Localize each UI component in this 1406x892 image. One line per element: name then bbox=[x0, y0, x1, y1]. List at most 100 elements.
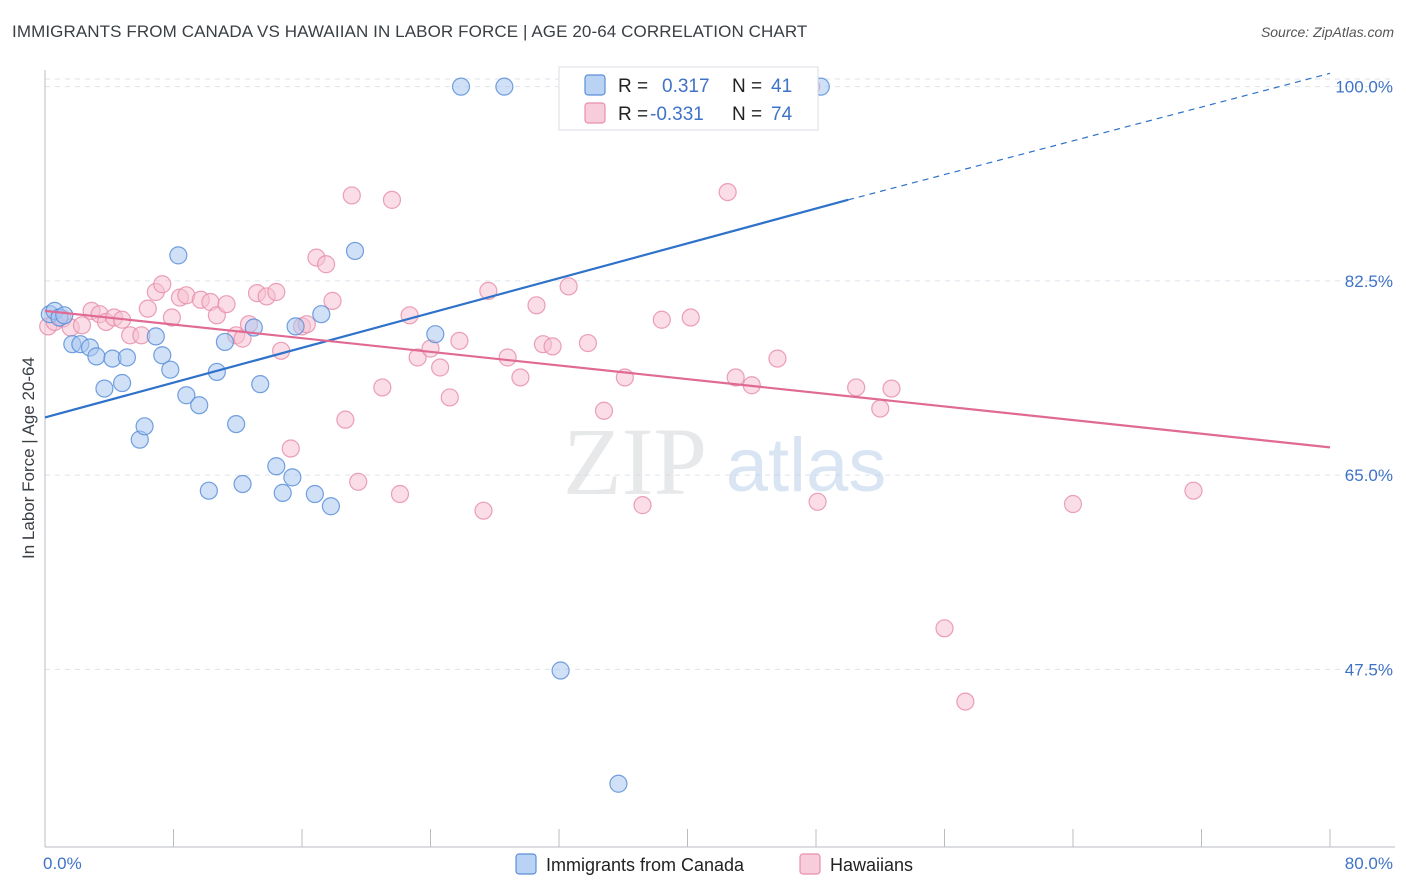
hawaiians-point-21 bbox=[217, 295, 236, 314]
canada-point-30 bbox=[286, 317, 305, 336]
hawaiians-point-15 bbox=[162, 308, 181, 327]
canada-point-37 bbox=[495, 77, 514, 96]
hawaiians-point-49 bbox=[498, 348, 517, 367]
stats-legend: R = 0.317 N = 41 R = -0.331 N = 74 bbox=[558, 66, 819, 131]
grid-lines bbox=[45, 78, 1395, 670]
hawaiians-point-42 bbox=[408, 348, 427, 367]
hawaiians-point-44 bbox=[431, 358, 450, 377]
hawaiians-point-50 bbox=[511, 368, 530, 387]
y-tick-label-0: 47.5% bbox=[1345, 660, 1393, 679]
canada-point-19 bbox=[190, 396, 209, 415]
y-tick-label-3: 100.0% bbox=[1335, 78, 1393, 97]
hawaiians-point-40 bbox=[390, 484, 410, 504]
canada-point-8 bbox=[95, 379, 114, 398]
canada-point-10 bbox=[112, 373, 132, 393]
hawaiians-point-47 bbox=[474, 501, 493, 520]
canada-point-14 bbox=[146, 327, 165, 346]
canada-point-3 bbox=[55, 306, 74, 325]
canada-point-28 bbox=[273, 483, 292, 503]
y-tick-label-2: 82.5% bbox=[1345, 272, 1393, 291]
hawaiians-point-33 bbox=[316, 255, 336, 274]
stats-swatch-hawaiians bbox=[584, 102, 606, 124]
axes bbox=[44, 70, 1395, 848]
hawaiians-point-72 bbox=[1063, 494, 1083, 514]
stats-r-label-hawaiians: R = bbox=[618, 104, 648, 125]
hawaiians-point-62 bbox=[726, 368, 745, 387]
canada-trend-extension bbox=[847, 72, 1331, 201]
canada-point-7 bbox=[87, 347, 106, 366]
hawaiians-point-69 bbox=[882, 379, 901, 398]
canada-point-35 bbox=[426, 325, 445, 344]
canada-point-22 bbox=[215, 332, 234, 352]
hawaiians-point-51 bbox=[527, 296, 546, 315]
hawaiians-point-36 bbox=[342, 186, 361, 205]
stats-n-label-hawaiians: N = bbox=[732, 104, 762, 125]
chart-title: IMMIGRANTS FROM CANADA VS HAWAIIAN IN LA… bbox=[12, 22, 808, 41]
stats-n-value-hawaiians: 74 bbox=[771, 104, 793, 125]
trend-lines bbox=[44, 72, 1331, 449]
hawaiians-trend-line bbox=[44, 309, 1331, 449]
canada-point-33 bbox=[321, 497, 341, 516]
canada-point-29 bbox=[283, 468, 302, 487]
source-label: Source: ZipAtlas.com bbox=[1260, 24, 1394, 40]
stats-r-value-hawaiians: -0.331 bbox=[650, 104, 704, 125]
legend-swatch-canada bbox=[515, 853, 537, 875]
watermark-atlas: atlas bbox=[726, 423, 887, 508]
hawaiians-point-34 bbox=[323, 291, 342, 310]
hawaiians-points bbox=[39, 77, 1203, 711]
canada-point-31 bbox=[305, 484, 324, 504]
hawaiians-point-12 bbox=[138, 299, 157, 318]
hawaiians-point-45 bbox=[440, 388, 459, 407]
hawaiians-point-55 bbox=[578, 333, 598, 353]
hawaiians-point-67 bbox=[847, 378, 866, 397]
hawaiians-point-54 bbox=[559, 277, 578, 296]
canada-point-11 bbox=[117, 348, 137, 367]
watermark: ZIP atlas bbox=[563, 408, 886, 515]
hawaiians-point-66 bbox=[808, 492, 827, 511]
hawaiians-point-46 bbox=[450, 331, 469, 350]
legend-label-hawaiians: Hawaiians bbox=[830, 855, 913, 875]
canada-point-24 bbox=[233, 474, 252, 494]
x-tick-label-1: 80.0% bbox=[1345, 854, 1393, 873]
hawaiians-point-14 bbox=[153, 275, 172, 294]
canada-point-39 bbox=[609, 774, 628, 793]
hawaiians-point-71 bbox=[956, 692, 975, 711]
canada-point-18 bbox=[177, 386, 196, 405]
hawaiians-point-59 bbox=[652, 310, 671, 329]
canada-point-20 bbox=[199, 481, 218, 500]
canada-point-16 bbox=[161, 360, 180, 379]
canada-point-34 bbox=[345, 241, 365, 261]
stats-n-label-canada: N = bbox=[732, 76, 762, 97]
canada-point-15 bbox=[153, 346, 172, 365]
stats-r-label-canada: R = bbox=[618, 76, 648, 97]
hawaiians-point-56 bbox=[594, 401, 614, 420]
hawaiians-point-68 bbox=[871, 399, 890, 418]
y-tick-label-1: 65.0% bbox=[1345, 466, 1393, 485]
stats-swatch-canada bbox=[584, 74, 606, 96]
canada-point-36 bbox=[451, 77, 471, 96]
canada-point-32 bbox=[312, 305, 331, 324]
canada-points bbox=[40, 77, 830, 793]
canada-point-38 bbox=[551, 661, 570, 680]
y-axis-label: In Labor Force | Age 20-64 bbox=[19, 357, 38, 559]
hawaiians-point-37 bbox=[349, 472, 368, 491]
hawaiians-point-35 bbox=[336, 410, 355, 429]
hawaiians-point-60 bbox=[681, 308, 700, 327]
canada-trend-line bbox=[44, 198, 849, 419]
hawaiians-point-73 bbox=[1184, 481, 1203, 500]
legend-label-canada: Immigrants from Canada bbox=[546, 855, 745, 875]
stats-r-value-canada: 0.317 bbox=[662, 76, 710, 97]
hawaiians-point-61 bbox=[718, 183, 737, 202]
hawaiians-point-39 bbox=[382, 190, 402, 209]
canada-point-13 bbox=[135, 417, 154, 436]
tick-labels: 47.5% 65.0% 82.5% 100.0% 0.0% 80.0% bbox=[43, 78, 1393, 873]
canada-point-17 bbox=[169, 246, 188, 265]
canada-point-23 bbox=[227, 414, 246, 434]
hawaiians-point-27 bbox=[267, 282, 286, 302]
x-tick-label-0: 0.0% bbox=[43, 854, 82, 873]
hawaiians-point-64 bbox=[768, 349, 787, 368]
canada-point-27 bbox=[267, 457, 286, 476]
series-legend: Immigrants from Canada Hawaiians bbox=[515, 853, 913, 875]
hawaiians-point-70 bbox=[935, 619, 954, 638]
